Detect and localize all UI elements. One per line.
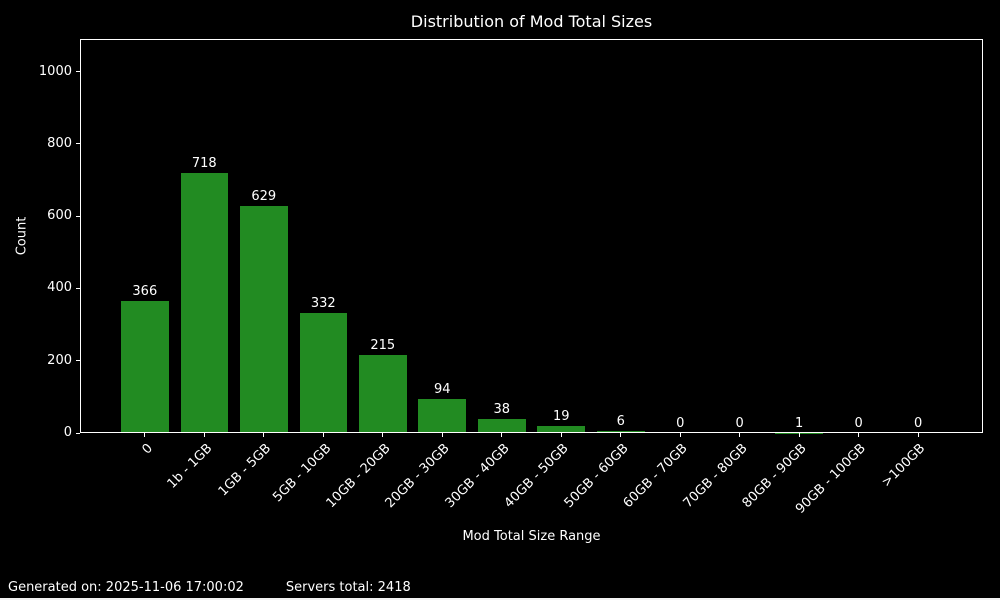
x-tick-mark [739,433,741,437]
x-tick-mark [679,433,681,437]
x-tick-mark [798,433,800,437]
bar [121,300,169,433]
y-tick-label: 0 [63,425,72,440]
bar-value-label: 0 [735,416,744,431]
x-tick-mark [203,433,205,437]
footer-servers-total-text: Servers total: 2418 [285,580,411,595]
x-tick-mark [441,433,443,437]
x-tick-mark [501,433,503,437]
x-tick-label: 0 [138,441,156,458]
footer-generated-text: Generated on: 2025-11-06 17:00:02 [8,580,244,595]
x-tick-mark [560,433,562,437]
x-tick-mark [144,433,146,437]
y-tick-mark [76,287,80,289]
x-tick-mark [263,433,265,437]
x-tick-mark [858,433,860,437]
y-tick-mark [76,215,80,217]
bar-value-label: 215 [370,338,396,354]
bar [596,430,645,433]
footer: Generated on: 2025-11-06 17:00:02 Servers… [8,580,411,595]
bar-value-label: 19 [552,409,570,425]
bar-value-label: 629 [251,188,277,204]
bar [299,312,348,433]
x-tick-label: 1GB - 5GB [216,441,275,500]
chart-title: Distribution of Mod Total Sizes [410,12,653,31]
x-tick-label: >100GB [879,441,929,491]
bar [537,426,586,433]
x-axis-label: Mod Total Size Range [462,529,601,544]
y-tick-mark [76,360,80,362]
bar-value-label: 718 [191,156,217,172]
bar [240,205,288,433]
y-tick-mark [76,432,80,434]
x-tick-mark [917,433,919,437]
bar-value-label: 332 [310,295,336,311]
bar-value-label: 1 [795,415,804,431]
y-tick-label: 200 [47,352,72,368]
x-tick-mark [382,433,384,437]
bar [180,173,229,433]
y-tick-label: 600 [47,208,72,224]
y-tick-mark [76,143,80,145]
bar-value-label: 38 [493,402,511,418]
bar-value-label: 0 [854,416,863,431]
y-tick-label: 800 [47,135,72,151]
x-tick-mark [620,433,622,437]
x-tick-label: 1b - 1GB [164,441,215,492]
y-tick-mark [76,71,80,73]
footer-divider [0,598,1000,600]
bar [477,419,526,433]
x-tick-mark [322,433,324,437]
bar-value-label: 6 [616,413,625,429]
bar-value-label: 366 [132,283,158,299]
bar [418,399,467,433]
x-tick-label: 5GB - 10GB [269,441,334,506]
bar [358,355,407,433]
bar-value-label: 94 [433,382,451,398]
y-tick-label: 400 [47,280,72,296]
bar-value-label: 0 [914,416,923,431]
y-tick-label: 1000 [38,63,72,79]
bar-value-label: 0 [676,416,685,431]
